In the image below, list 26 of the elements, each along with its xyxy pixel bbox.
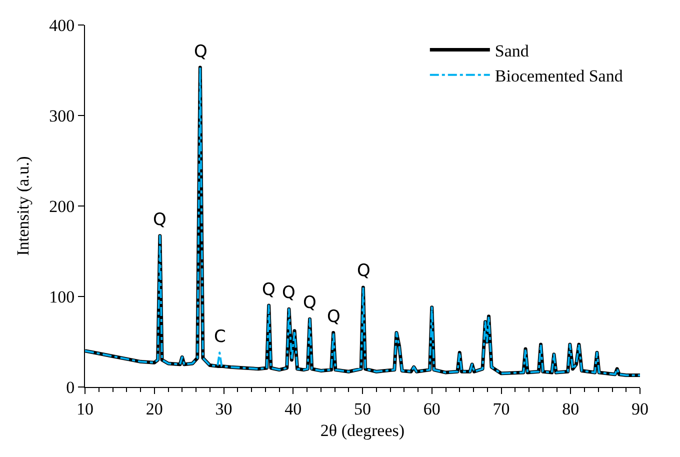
x-tick-label: 10	[76, 399, 94, 418]
x-tick-label: 70	[492, 399, 510, 418]
x-tick-label: 60	[423, 399, 440, 418]
annotation: C	[214, 327, 226, 347]
x-tick-label: 20	[146, 399, 163, 418]
annotation: Q	[153, 210, 166, 230]
legend-label: Sand	[494, 41, 530, 60]
annotation: Q	[327, 307, 340, 327]
y-axis-title: Intensity (a.u.)	[14, 156, 33, 256]
y-tick-label: 300	[49, 106, 75, 126]
x-tick-label: 30	[215, 399, 232, 418]
x-tick-label: 90	[632, 399, 648, 418]
y-tick-label: 200	[49, 196, 75, 216]
x-axis-title: 2θ (degrees)	[320, 420, 405, 440]
annotation: Q	[262, 280, 276, 300]
y-tick-label: 0	[66, 378, 75, 397]
y-tick-label: 400	[49, 16, 75, 35]
annotation: Q	[303, 293, 316, 313]
annotation: Q	[282, 283, 296, 303]
annotation: Q	[194, 42, 208, 62]
x-tick-label: 80	[562, 399, 580, 418]
legend-label: Biocemented Sand	[494, 66, 624, 86]
x-tick-label: 50	[354, 399, 371, 418]
annotation: Q	[357, 261, 370, 281]
x-tick-label: 40	[284, 399, 302, 418]
y-tick-label: 100	[49, 287, 75, 306]
